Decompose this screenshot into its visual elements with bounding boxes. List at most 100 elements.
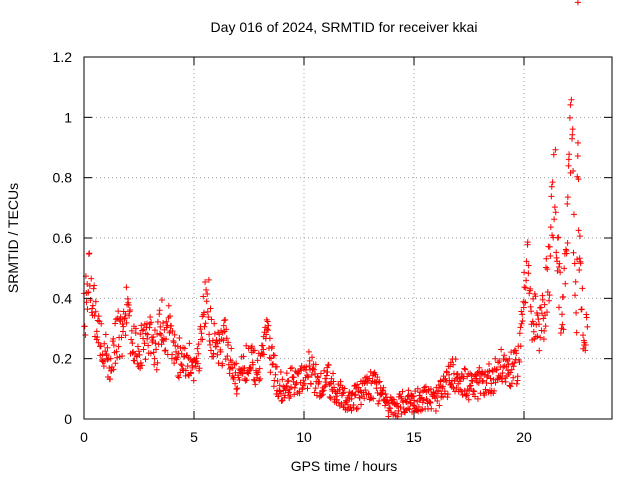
data-point [110, 335, 117, 342]
data-point [91, 282, 98, 289]
data-point [467, 370, 474, 377]
data-point [326, 393, 333, 400]
data-point [453, 384, 460, 391]
data-point [223, 326, 230, 333]
data-point [329, 387, 336, 394]
data-point [82, 331, 89, 338]
data-point [508, 380, 515, 387]
data-point [541, 312, 548, 319]
data-point [270, 383, 277, 390]
data-point [493, 366, 500, 373]
data-point [409, 392, 416, 399]
data-point [222, 356, 229, 363]
data-point [557, 269, 564, 276]
data-point [410, 402, 417, 409]
data-point [551, 204, 558, 211]
data-point [560, 326, 567, 333]
data-point [196, 365, 203, 372]
data-point [269, 343, 276, 350]
data-point [229, 365, 236, 372]
data-point [215, 360, 222, 367]
data-point [525, 270, 532, 277]
data-point [211, 320, 218, 327]
data-point [186, 340, 193, 347]
y-tick-label: 0.2 [53, 351, 73, 367]
data-point [159, 336, 166, 343]
data-point [123, 319, 130, 326]
data-point [98, 320, 105, 327]
data-point [519, 317, 526, 324]
data-point [129, 349, 136, 356]
data-point [483, 379, 490, 386]
data-point [175, 350, 182, 357]
data-point [116, 316, 123, 323]
data-point [195, 350, 202, 357]
data-point [121, 314, 128, 321]
data-point [420, 387, 427, 394]
data-point [341, 385, 348, 392]
data-point [354, 405, 361, 412]
data-point [480, 377, 487, 384]
data-point [147, 350, 154, 357]
data-point [325, 361, 332, 368]
data-point [213, 337, 220, 344]
data-point [564, 200, 571, 207]
data-point [393, 400, 400, 407]
data-point [543, 255, 550, 262]
data-point [415, 403, 422, 410]
data-point [163, 318, 170, 325]
data-point [557, 330, 564, 337]
data-point [582, 347, 589, 354]
data-point [427, 399, 434, 406]
data-point [536, 304, 543, 311]
data-point [497, 373, 504, 380]
data-point [113, 316, 120, 323]
data-point [469, 378, 476, 385]
data-point [178, 362, 185, 369]
data-point [569, 126, 576, 133]
data-point [208, 316, 215, 323]
data-point [376, 397, 383, 404]
data-point [461, 365, 468, 372]
data-point [550, 151, 557, 158]
data-point [288, 364, 295, 371]
data-point [446, 371, 453, 378]
data-point [212, 339, 219, 346]
data-point [211, 330, 218, 337]
data-point [579, 285, 586, 292]
data-point [549, 179, 556, 186]
data-point [522, 284, 529, 291]
data-points [80, 0, 591, 420]
data-point [358, 401, 365, 408]
data-point [268, 355, 275, 362]
data-point [347, 404, 354, 411]
data-point [84, 306, 91, 313]
data-point [115, 343, 122, 350]
data-point [405, 405, 412, 412]
data-point [538, 304, 545, 311]
data-point [288, 384, 295, 391]
data-point [151, 327, 158, 334]
data-point [434, 397, 441, 404]
data-point [89, 305, 96, 312]
data-point [173, 348, 180, 355]
data-point [496, 358, 503, 365]
data-point [351, 391, 358, 398]
data-point [572, 292, 579, 299]
data-point [291, 384, 298, 391]
data-point [499, 369, 506, 376]
data-point [365, 390, 372, 397]
data-point [411, 402, 418, 409]
data-point [361, 395, 368, 402]
data-point [559, 321, 566, 328]
data-point [555, 234, 562, 241]
data-point [582, 342, 589, 349]
data-point [194, 360, 201, 367]
data-point [524, 239, 531, 246]
data-point [128, 336, 135, 343]
data-point [156, 330, 163, 337]
data-point [148, 319, 155, 326]
data-point [554, 267, 561, 274]
data-point [395, 407, 402, 414]
data-point [292, 381, 299, 388]
